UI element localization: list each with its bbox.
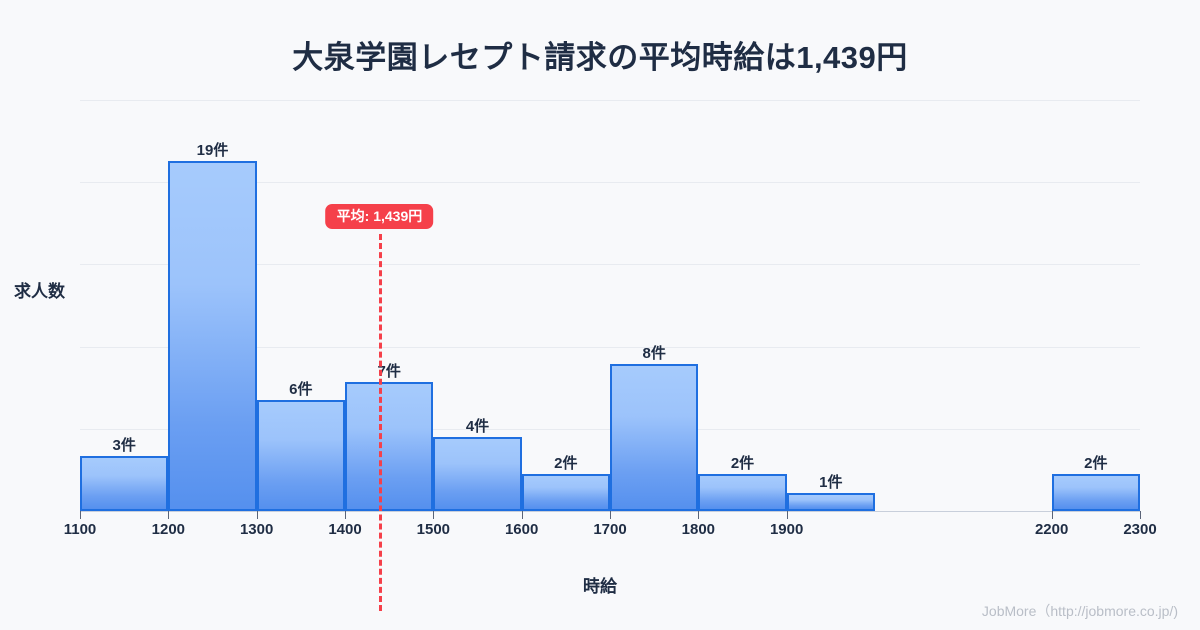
bar-value-label: 3件: [112, 436, 136, 454]
x-axis-tick: [610, 511, 611, 519]
x-axis-tick-label: 1700: [593, 521, 627, 538]
bar[interactable]: [168, 160, 257, 511]
x-axis-tick: [698, 511, 700, 519]
x-axis-tick: [1051, 511, 1053, 519]
bar[interactable]: [345, 381, 434, 511]
bar-value-label: 2件: [730, 455, 755, 473]
x-axis-tick: [256, 511, 258, 519]
average-line: [379, 234, 383, 611]
gridline: [80, 346, 1140, 348]
bar[interactable]: [80, 455, 169, 511]
bar-value-label: 4件: [465, 418, 490, 436]
x-axis-tick: [433, 511, 435, 519]
x-axis-tick: [168, 511, 170, 519]
x-axis-tick-label: 1200: [151, 521, 186, 538]
bar-value-label: 19件: [196, 141, 229, 159]
x-axis-tick: [521, 511, 523, 519]
bar[interactable]: [610, 363, 699, 511]
bar-value-label: 2件: [1084, 455, 1108, 473]
bar[interactable]: [1051, 474, 1140, 511]
x-axis-tick-label: 1500: [416, 521, 451, 538]
x-axis-tick-label: 1300: [239, 521, 274, 538]
y-axis-title: 求人数: [14, 282, 65, 301]
bar-value-label: 8件: [642, 344, 666, 362]
x-axis-tick-label: 1600: [504, 521, 539, 538]
x-axis-title: 時給: [583, 577, 617, 596]
gridline: [80, 264, 1140, 266]
x-axis-tick: [80, 511, 81, 519]
plot-area: 3件 19件 6件 7件 4件 2件 8件 2件 1件 2件 平均: 1,439円: [80, 100, 1140, 611]
bar[interactable]: [786, 492, 875, 511]
x-axis-tick-label: 1900: [769, 521, 804, 538]
bar-value-label: 7件: [377, 362, 401, 380]
x-axis-tick-label: 2200: [1034, 521, 1069, 538]
bar-value-label: 2件: [554, 455, 578, 473]
x-axis-tick-label: 1100: [63, 521, 97, 538]
x-axis-tick: [1140, 511, 1141, 519]
gridline: [80, 182, 1140, 184]
bar[interactable]: [698, 474, 787, 511]
bar[interactable]: [433, 437, 522, 511]
gridline: [80, 100, 1140, 101]
x-axis-tick: [786, 511, 788, 519]
x-axis-tick-label: 2300: [1123, 521, 1157, 538]
bar[interactable]: [521, 474, 610, 511]
x-axis-tick-label: 1400: [328, 521, 362, 538]
x-axis-tick-label: 1800: [681, 521, 716, 538]
bar-value-label: 1件: [819, 473, 843, 491]
watermark: JobMore（http://jobmore.co.jp/): [981, 603, 1178, 619]
bar[interactable]: [256, 400, 345, 511]
x-axis-tick: [345, 511, 346, 519]
page-title: 大泉学園レセプト請求の平均時給は1,439円: [292, 40, 908, 75]
bar-value-label: 6件: [289, 381, 313, 399]
average-badge: 平均: 1,439円: [325, 204, 434, 229]
